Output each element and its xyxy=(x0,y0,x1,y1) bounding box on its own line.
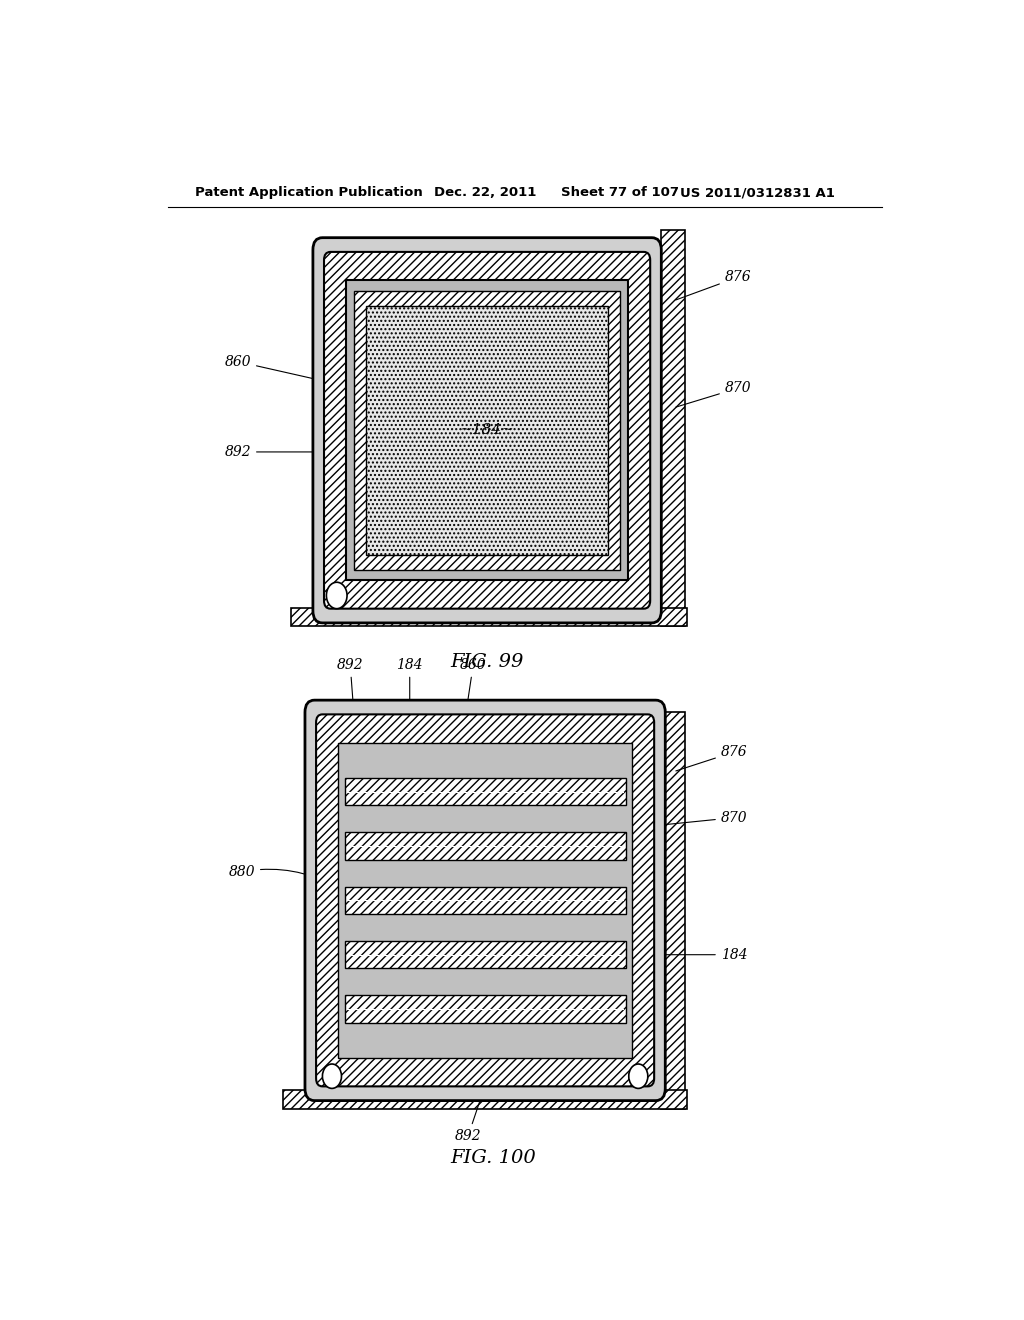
Text: 870: 870 xyxy=(663,810,748,825)
Text: FIG. 100: FIG. 100 xyxy=(451,1148,536,1167)
Text: 880: 880 xyxy=(228,865,342,891)
Text: 876: 876 xyxy=(676,271,752,300)
FancyBboxPatch shape xyxy=(313,238,662,623)
Circle shape xyxy=(323,1064,341,1089)
FancyBboxPatch shape xyxy=(316,714,654,1086)
Text: 184: 184 xyxy=(396,657,423,714)
Bar xyxy=(345,777,626,805)
Text: 184: 184 xyxy=(663,948,748,962)
Bar xyxy=(662,713,685,1109)
Bar xyxy=(367,306,608,554)
Bar xyxy=(345,833,626,859)
Bar xyxy=(345,995,626,1023)
Text: 892: 892 xyxy=(224,445,364,459)
Bar xyxy=(662,230,685,626)
Text: 860: 860 xyxy=(460,657,486,714)
Circle shape xyxy=(327,582,347,609)
FancyBboxPatch shape xyxy=(324,252,650,609)
Text: 892: 892 xyxy=(337,657,364,714)
Text: Patent Application Publication: Patent Application Publication xyxy=(196,186,423,199)
Text: 860: 860 xyxy=(224,355,347,387)
Text: US 2011/0312831 A1: US 2011/0312831 A1 xyxy=(680,186,835,199)
Text: Sheet 77 of 107: Sheet 77 of 107 xyxy=(560,186,679,199)
Bar xyxy=(283,1090,687,1109)
Text: 876: 876 xyxy=(676,744,748,771)
Bar xyxy=(338,743,632,1057)
Text: 870: 870 xyxy=(676,381,752,407)
Bar xyxy=(345,887,626,913)
Bar xyxy=(345,941,626,969)
Text: 892: 892 xyxy=(455,1088,484,1143)
Bar xyxy=(346,280,628,581)
FancyBboxPatch shape xyxy=(305,700,666,1101)
Text: ~184~: ~184~ xyxy=(460,424,514,437)
Circle shape xyxy=(629,1064,648,1089)
Bar xyxy=(291,607,687,626)
Text: Dec. 22, 2011: Dec. 22, 2011 xyxy=(433,186,536,199)
Bar xyxy=(354,290,620,570)
Text: FIG. 99: FIG. 99 xyxy=(451,652,524,671)
